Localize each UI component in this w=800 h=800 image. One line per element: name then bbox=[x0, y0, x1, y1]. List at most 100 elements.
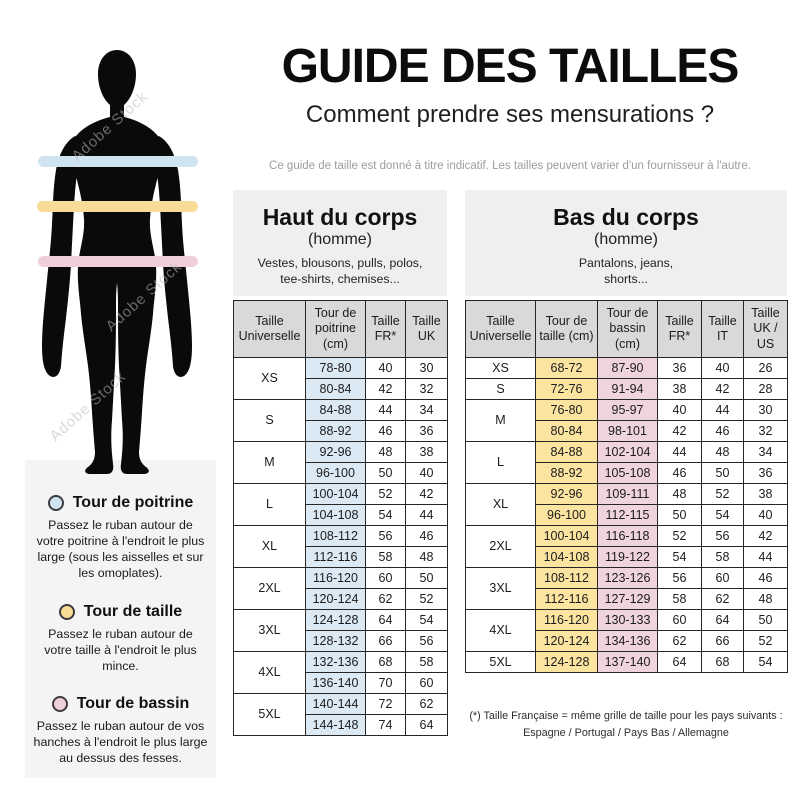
footnote-line2: Espagne / Portugal / Pays Bas / Allemagn… bbox=[523, 726, 729, 739]
value-cell: 50 bbox=[365, 461, 406, 484]
value-cell: 84-88 bbox=[535, 440, 598, 463]
size-cell: M bbox=[465, 398, 536, 442]
table-row: 104-108 119-122 54 58 44 bbox=[466, 545, 788, 568]
size-cell: S bbox=[465, 377, 536, 400]
column-header-cell: Tour de bassin (cm) bbox=[597, 300, 658, 358]
legend-item-taille: Tour de taille Passez le ruban autour de… bbox=[33, 603, 208, 674]
value-cell: 58 bbox=[365, 545, 406, 568]
value-cell: 62 bbox=[365, 587, 406, 610]
value-cell: 44 bbox=[701, 398, 744, 421]
value-cell: 102-104 bbox=[597, 440, 658, 463]
value-cell: 58 bbox=[701, 545, 744, 568]
value-cell: 104-108 bbox=[535, 545, 598, 568]
value-cell: 44 bbox=[405, 503, 448, 526]
value-cell: 48 bbox=[743, 587, 788, 610]
column-header-cell: Taille FR* bbox=[365, 300, 406, 358]
size-cell: XL bbox=[233, 524, 306, 568]
value-cell: 72 bbox=[365, 692, 406, 715]
value-cell: 42 bbox=[657, 419, 702, 442]
size-cell: XL bbox=[465, 482, 536, 526]
table-row: L 84-88 102-104 44 48 34 bbox=[465, 440, 788, 484]
table-row: 3XL 124-128 64 54 bbox=[233, 608, 448, 652]
hip-measure-dot-icon bbox=[51, 695, 68, 712]
value-cell: 52 bbox=[405, 587, 448, 610]
value-cell: 58 bbox=[657, 587, 702, 610]
table-row: 2XL 116-120 60 50 bbox=[233, 566, 448, 610]
value-cell: 95-97 bbox=[597, 398, 658, 421]
value-cell: 84-88 bbox=[305, 398, 366, 421]
value-cell: 54 bbox=[743, 650, 788, 673]
value-cell: 46 bbox=[701, 419, 744, 442]
column-header-cell: Taille Universelle bbox=[233, 300, 306, 358]
table-row: 96-100 50 40 bbox=[234, 461, 448, 484]
table-row: 5XL 124-128 137-140 64 68 54 bbox=[465, 650, 788, 673]
table-row: 4XL 116-120 130-133 60 64 50 bbox=[465, 608, 788, 652]
value-cell: 91-94 bbox=[597, 377, 658, 400]
value-cell: 48 bbox=[365, 440, 406, 463]
value-cell: 54 bbox=[405, 608, 448, 631]
value-cell: 38 bbox=[657, 377, 702, 400]
value-cell: 92-96 bbox=[305, 440, 366, 463]
value-cell: 50 bbox=[743, 608, 788, 631]
section-subtitle-bas: (homme) bbox=[593, 231, 658, 248]
value-cell: 140-144 bbox=[305, 692, 366, 715]
legend-title-bassin: Tour de bassin bbox=[76, 694, 190, 712]
size-cell: 4XL bbox=[465, 608, 536, 652]
value-cell: 46 bbox=[365, 419, 406, 442]
section-title-bas: Bas du corps bbox=[553, 204, 699, 230]
value-cell: 66 bbox=[365, 629, 406, 652]
value-cell: 48 bbox=[701, 440, 744, 463]
size-cell: 2XL bbox=[233, 566, 306, 610]
section-subtitle-haut: (homme) bbox=[307, 231, 372, 248]
value-cell: 87-90 bbox=[597, 356, 658, 379]
section-desc-bas: Pantalons, jeans, shorts... bbox=[578, 256, 674, 286]
section-header-haut: Haut du corps (homme) Vestes, blousons, … bbox=[233, 190, 447, 296]
value-cell: 98-101 bbox=[597, 419, 658, 442]
value-cell: 46 bbox=[657, 461, 702, 484]
value-cell: 64 bbox=[701, 608, 744, 631]
table-row: L 100-104 52 42 bbox=[233, 482, 448, 526]
value-cell: 54 bbox=[657, 545, 702, 568]
size-table: Taille Universelle Tour de taille (cm) Tou… bbox=[465, 300, 788, 673]
value-cell: 130-133 bbox=[597, 608, 658, 631]
value-cell: 112-116 bbox=[305, 545, 366, 568]
value-cell: 40 bbox=[365, 356, 406, 379]
value-cell: 70 bbox=[365, 671, 406, 694]
table-row: 80-84 42 32 bbox=[234, 377, 448, 400]
value-cell: 116-120 bbox=[535, 608, 598, 631]
value-cell: 116-120 bbox=[305, 566, 366, 589]
value-cell: 64 bbox=[365, 608, 406, 631]
value-cell: 144-148 bbox=[305, 713, 366, 736]
value-cell: 46 bbox=[743, 566, 788, 589]
value-cell: 120-124 bbox=[305, 587, 366, 610]
table-row: M 92-96 48 38 bbox=[233, 440, 448, 484]
value-cell: 96-100 bbox=[305, 461, 366, 484]
table-row: 104-108 54 44 bbox=[234, 503, 448, 526]
value-cell: 28 bbox=[743, 377, 788, 400]
value-cell: 100-104 bbox=[305, 482, 366, 505]
value-cell: 119-122 bbox=[597, 545, 658, 568]
value-cell: 62 bbox=[657, 629, 702, 652]
section-title-haut: Haut du corps bbox=[262, 204, 418, 230]
value-cell: 30 bbox=[405, 356, 448, 379]
size-cell: XS bbox=[233, 356, 306, 400]
size-cell: 3XL bbox=[465, 566, 536, 610]
value-cell: 46 bbox=[405, 524, 448, 547]
value-cell: 30 bbox=[743, 398, 788, 421]
value-cell: 88-92 bbox=[535, 461, 598, 484]
value-cell: 108-112 bbox=[535, 566, 598, 589]
column-header-cell: Tour de taille (cm) bbox=[535, 300, 598, 358]
value-cell: 78-80 bbox=[305, 356, 366, 379]
size-cell: M bbox=[233, 440, 306, 484]
table-row: 128-132 66 56 bbox=[234, 629, 448, 652]
value-cell: 137-140 bbox=[597, 650, 658, 673]
value-cell: 48 bbox=[657, 482, 702, 505]
value-cell: 38 bbox=[743, 482, 788, 505]
value-cell: 74 bbox=[365, 713, 406, 736]
value-cell: 68 bbox=[701, 650, 744, 673]
table-row: S 84-88 44 34 bbox=[233, 398, 448, 442]
column-header-cell: Taille UK / US bbox=[743, 300, 788, 358]
value-cell: 36 bbox=[743, 461, 788, 484]
table-row: 2XL 100-104 116-118 52 56 42 bbox=[465, 524, 788, 568]
